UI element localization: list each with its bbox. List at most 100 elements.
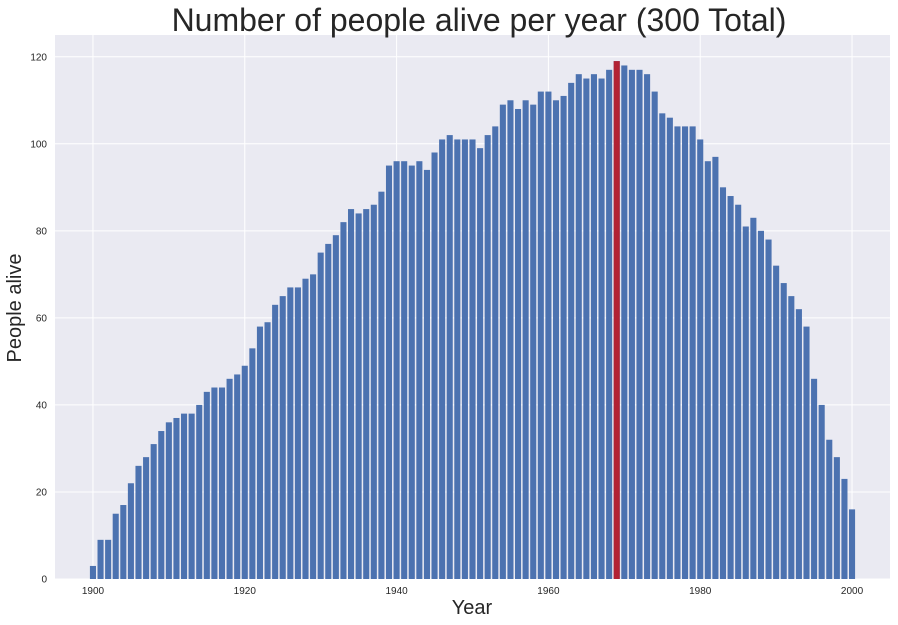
bar-1996 — [818, 404, 825, 579]
bar-1984 — [727, 196, 734, 580]
bar-1904 — [120, 505, 127, 579]
bar-1901 — [97, 539, 104, 579]
bar-1953 — [492, 126, 499, 579]
bar-1970 — [621, 65, 628, 580]
bar-1935 — [355, 213, 362, 579]
bar-1950 — [469, 139, 476, 579]
bar-1976 — [666, 117, 673, 580]
bar-1906 — [135, 465, 142, 579]
bar-1964 — [575, 74, 582, 579]
y-tick-label: 0 — [41, 575, 47, 586]
x-tick-label: 1900 — [82, 586, 105, 597]
bar-1982 — [712, 156, 719, 579]
bar-1937 — [370, 204, 377, 579]
bar-1928 — [302, 278, 309, 579]
bar-1900 — [89, 565, 96, 579]
x-tick-label: 1980 — [689, 586, 712, 597]
bar-1968 — [606, 69, 613, 579]
bar-1971 — [628, 69, 635, 579]
bar-1948 — [454, 139, 461, 579]
bar-1977 — [674, 126, 681, 579]
bar-1954 — [499, 104, 506, 579]
bar-1979 — [689, 126, 696, 579]
bar-1999 — [841, 478, 848, 579]
bar-1932 — [332, 235, 339, 579]
bar-1995 — [811, 378, 818, 579]
bar-1993 — [795, 309, 802, 579]
bar-1905 — [127, 483, 134, 579]
bar-1998 — [833, 457, 840, 579]
bar-1944 — [423, 169, 430, 580]
y-tick-label: 100 — [30, 139, 47, 150]
bar-1990 — [773, 265, 780, 579]
bar-1916 — [211, 387, 218, 579]
bar-1994 — [803, 326, 810, 579]
bar-1951 — [477, 148, 484, 580]
bar-1915 — [203, 391, 210, 579]
bar-1974 — [651, 91, 658, 580]
bar-1922 — [256, 326, 263, 579]
x-tick-label: 1920 — [234, 586, 257, 597]
bar-1992 — [788, 296, 795, 579]
bar-1978 — [682, 126, 689, 579]
bar-1958 — [530, 104, 537, 579]
bar-1988 — [757, 230, 764, 579]
bar-1926 — [287, 287, 294, 579]
bar-1903 — [112, 513, 119, 579]
bar-1965 — [583, 78, 590, 580]
bar-1955 — [507, 100, 514, 579]
bar-1962 — [560, 95, 567, 579]
bar-1923 — [264, 322, 271, 579]
bar-1913 — [188, 413, 195, 579]
bar-1967 — [598, 78, 605, 580]
bar-1981 — [704, 161, 711, 579]
bar-1947 — [446, 135, 453, 579]
y-tick-label: 120 — [30, 52, 47, 63]
bar-1930 — [317, 252, 324, 579]
bar-1933 — [340, 222, 347, 580]
bar-1973 — [644, 74, 651, 579]
bar-1920 — [241, 365, 248, 579]
bar-1912 — [181, 413, 188, 579]
y-axis-label: People alive — [4, 254, 26, 363]
x-tick-label: 2000 — [841, 586, 864, 597]
bar-1934 — [348, 209, 355, 579]
bar-1961 — [552, 100, 560, 579]
bar-1929 — [310, 274, 317, 579]
bar-1991 — [780, 283, 787, 579]
bar-1946 — [439, 139, 446, 579]
bar-1942 — [408, 165, 415, 579]
bar-1919 — [234, 374, 241, 579]
y-tick-label: 60 — [36, 313, 48, 324]
bar-1931 — [325, 243, 332, 579]
chart-title: Number of people alive per year (300 Tot… — [172, 2, 787, 38]
bar-1989 — [765, 239, 772, 579]
bar-1921 — [249, 348, 256, 579]
bar-1997 — [826, 439, 833, 579]
bar-1911 — [173, 417, 180, 579]
bar-1924 — [272, 304, 279, 579]
bar-1985 — [735, 204, 742, 579]
bar-2000 — [849, 509, 856, 579]
bar-1907 — [143, 457, 150, 579]
y-tick-label: 80 — [36, 226, 48, 237]
bars — [89, 61, 856, 580]
bar-1943 — [416, 161, 423, 579]
bar-1914 — [196, 404, 203, 579]
x-tick-label: 1960 — [537, 586, 560, 597]
bar-1983 — [719, 187, 727, 579]
bar-1902 — [105, 539, 112, 579]
bar-1925 — [279, 296, 286, 579]
bar-1949 — [461, 139, 468, 579]
bar-1918 — [226, 378, 233, 579]
y-tick-label: 20 — [36, 487, 48, 498]
bar-1966 — [590, 74, 597, 579]
x-axis-label: Year — [452, 597, 493, 619]
bar-1960 — [545, 91, 552, 580]
highlight-bar — [613, 61, 620, 579]
bar-1939 — [385, 165, 393, 579]
bar-1940 — [393, 161, 400, 579]
bar-1952 — [484, 135, 491, 579]
